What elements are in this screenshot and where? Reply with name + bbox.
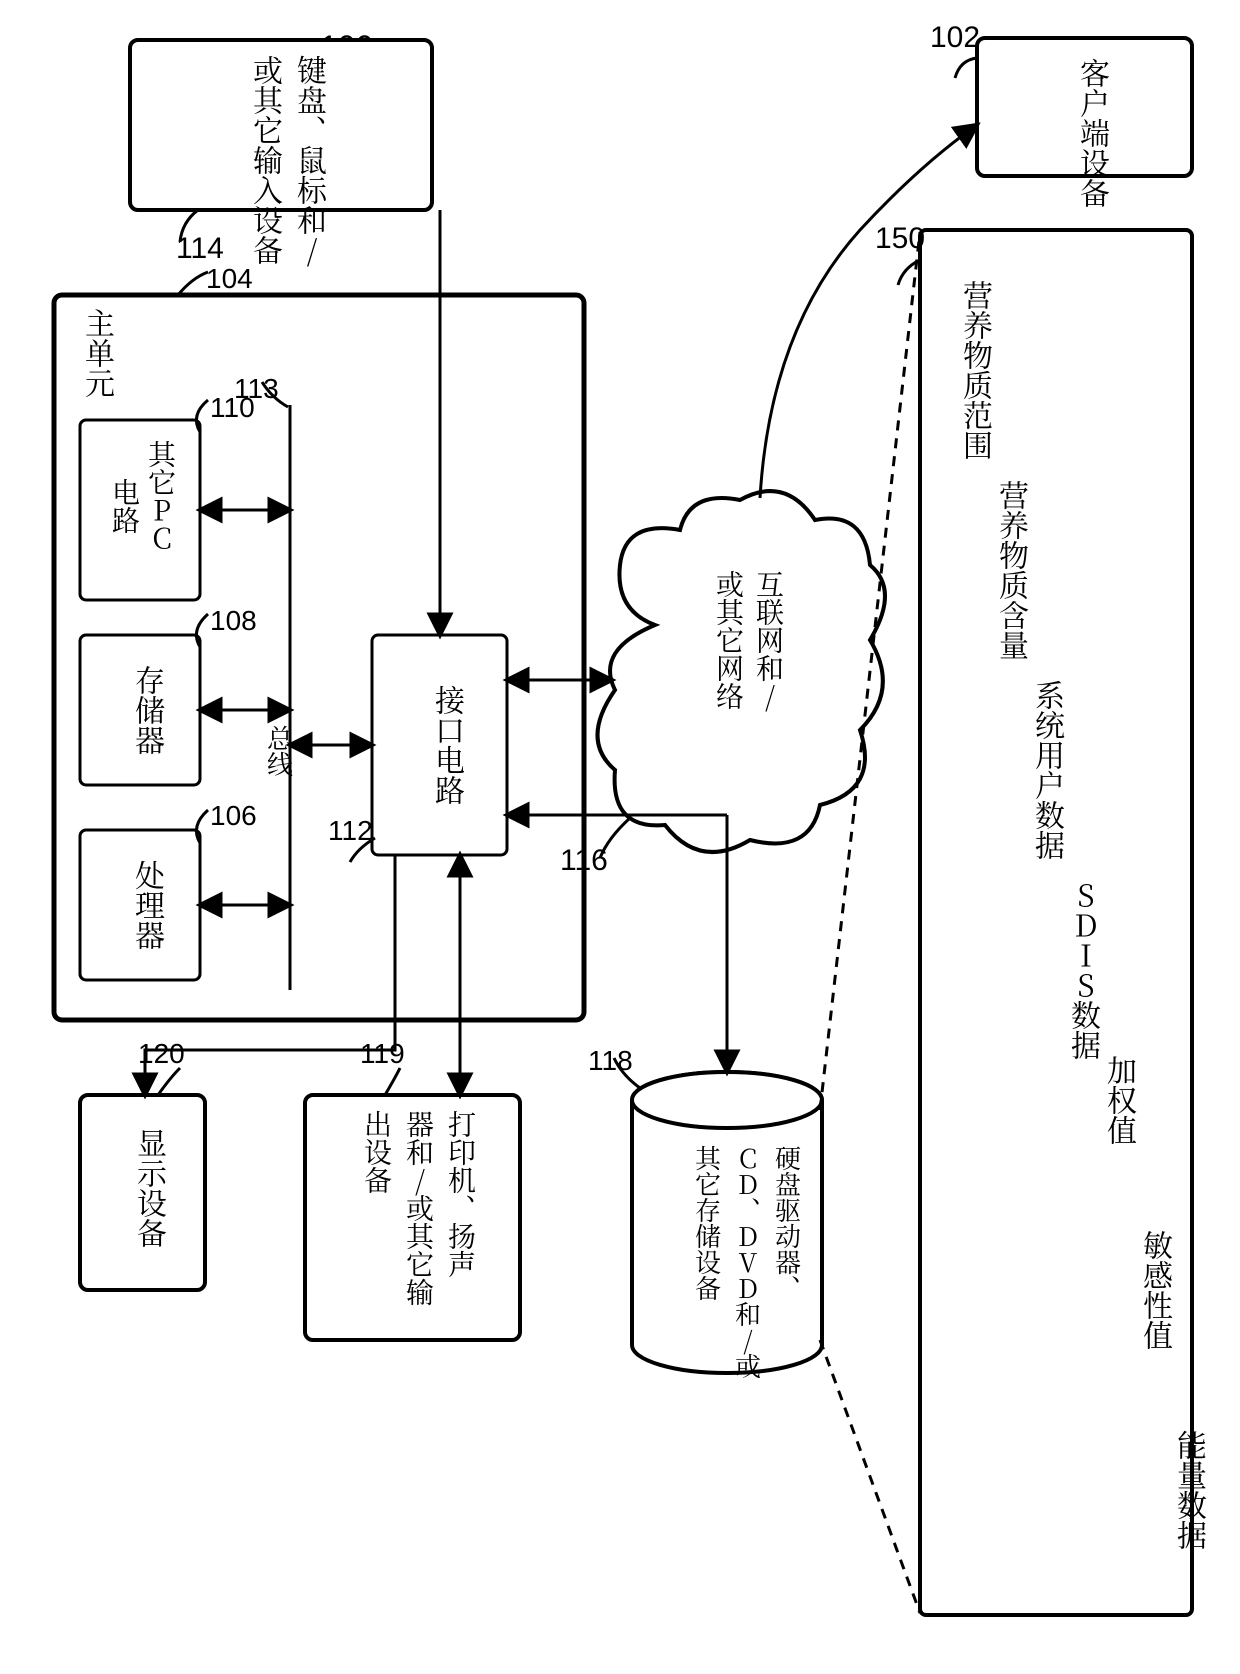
edge-storage-detail-bot — [820, 1340, 920, 1613]
label-storage-l2: CD、DVD和/或 — [730, 1145, 767, 1379]
ref-119: 119 — [360, 1038, 405, 1069]
ref-104-tick — [178, 272, 208, 295]
ref-120-tick — [158, 1068, 180, 1095]
label-input-l1: 键盘、鼠标和/ — [290, 55, 334, 266]
label-input-l2: 或其它输入设备 — [246, 55, 290, 265]
ref-116: 116 — [560, 844, 608, 877]
label-memory: 存储器 — [128, 665, 172, 755]
label-storage-l3: 其它存储设备 — [690, 1145, 727, 1301]
label-cloud-l1: 互联网和/ — [750, 570, 790, 712]
data-item-2: 系统用户数据 — [1028, 680, 1072, 860]
label-cloud-l2: 或其它网络 — [710, 570, 750, 710]
label-interface: 接口电路 — [428, 685, 472, 805]
ref-108: 108 — [210, 605, 257, 636]
ref-119-tick — [385, 1068, 400, 1095]
label-other-pc-l2: 电路 — [106, 478, 146, 534]
label-output-l1: 打印机、扬声 — [442, 1110, 482, 1278]
label-storage-l1: 硬盘驱动器、 — [770, 1145, 807, 1301]
ref-112: 112 — [328, 815, 373, 846]
label-other-pc-l1: 其它PC — [142, 440, 182, 552]
ref-102-tick — [955, 58, 977, 78]
ref-102: 102 — [930, 21, 980, 54]
ref-104: 104 — [206, 263, 253, 294]
ref-113: 113 — [234, 373, 279, 404]
data-item-6: 能量数据 — [1170, 1430, 1214, 1550]
label-processor: 处理器 — [128, 860, 172, 950]
data-item-5: 敏感性值 — [1136, 1230, 1180, 1350]
ref-118: 118 — [588, 1045, 633, 1076]
label-client: 客户端设备 — [1073, 58, 1117, 208]
ref-114: 114 — [176, 232, 224, 265]
label-bus: 总线 — [262, 725, 299, 777]
data-item-1: 营养物质含量 — [992, 480, 1036, 660]
data-item-4: 加权值 — [1100, 1055, 1144, 1145]
label-output-l3: 出设备 — [358, 1110, 398, 1194]
label-display: 显示设备 — [130, 1128, 174, 1248]
data-item-0: 营养物质范围 — [956, 280, 1000, 460]
ref-106: 106 — [210, 800, 257, 831]
label-main-unit: 主单元 — [78, 308, 122, 398]
data-item-3: SDIS数据 — [1064, 880, 1108, 1060]
label-output-l2: 器和/或其它输 — [400, 1110, 440, 1306]
